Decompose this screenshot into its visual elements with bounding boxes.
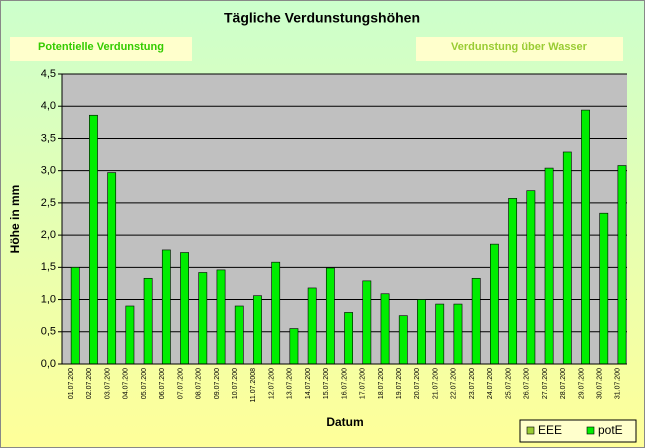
x-axis-label: Datum <box>326 415 363 429</box>
legend-swatch <box>586 426 595 435</box>
bar <box>471 277 481 365</box>
y-tick-label: 0,0 <box>41 358 56 370</box>
y-axis-label: Höhe in mm <box>8 185 22 254</box>
bar <box>70 267 80 365</box>
y-tick-label: 2,5 <box>41 197 56 209</box>
bar <box>289 328 299 365</box>
bar <box>435 303 445 365</box>
x-tick-label: 13.07.200 <box>287 368 294 399</box>
x-tick-label: 12.07.200 <box>268 368 275 399</box>
x-tick-label: 28.07.200 <box>560 368 567 399</box>
legend-label: EEE <box>538 423 562 437</box>
x-tick-label: 19.07.200 <box>396 368 403 399</box>
bar <box>216 269 226 365</box>
x-tick-label: 23.07.200 <box>469 368 476 399</box>
y-tick-label: 3,5 <box>41 132 56 144</box>
annotation: Potentielle Verdunstung <box>38 41 164 53</box>
annotation-box <box>416 37 623 61</box>
x-tick-label: 14.07.200 <box>305 368 312 399</box>
bar <box>508 198 518 365</box>
bar <box>562 151 572 365</box>
x-tick-label: 21.07.200 <box>432 368 439 399</box>
legend-label: potE <box>598 423 623 437</box>
x-tick-label: 20.07.200 <box>414 368 421 399</box>
bar <box>526 190 536 365</box>
y-tick-label: 1,0 <box>41 293 56 305</box>
x-tick-label: 02.07.200 <box>86 368 93 399</box>
y-tick-label: 3,0 <box>41 165 56 177</box>
bar <box>617 165 627 365</box>
bar <box>307 287 317 365</box>
bar <box>325 267 335 365</box>
x-tick-label: 15.07.200 <box>323 368 330 399</box>
x-tick-label: 31.07.200 <box>615 368 622 399</box>
bar <box>253 295 262 365</box>
x-tick-label: 27.07.200 <box>542 368 549 399</box>
annotation: Verdunstung über Wasser <box>451 41 588 53</box>
x-tick-label: 10.07.200 <box>232 368 239 399</box>
x-tick-label: 04.07.200 <box>123 368 130 399</box>
x-tick-label: 22.07.200 <box>451 368 458 399</box>
legend-swatch <box>526 426 535 435</box>
x-tick-label: 03.07.200 <box>104 368 111 399</box>
x-tick-label: 09.07.200 <box>214 368 221 399</box>
legend <box>519 419 637 443</box>
bar <box>180 252 189 365</box>
x-tick-label: 18.07.200 <box>378 368 385 399</box>
bar <box>398 315 408 365</box>
y-tick-label: 1,5 <box>41 261 56 273</box>
x-tick-label: 08.07.200 <box>196 368 203 399</box>
bar <box>89 114 98 365</box>
bar <box>161 249 171 365</box>
bar <box>362 280 372 365</box>
x-tick-label: 25.07.200 <box>505 368 512 399</box>
bar <box>271 261 281 365</box>
x-tick-label: 24.07.200 <box>487 368 494 399</box>
bar <box>198 272 208 365</box>
bar <box>490 243 499 365</box>
bar <box>125 305 135 365</box>
x-tick-label: 26.07.200 <box>524 368 531 399</box>
annotation-box <box>10 37 192 61</box>
bar <box>544 167 554 365</box>
bar <box>581 109 590 365</box>
x-tick-label: 16.07.200 <box>341 368 348 399</box>
y-tick-label: 4,5 <box>41 68 56 80</box>
x-tick-label: 06.07.200 <box>159 368 166 399</box>
x-tick-label: 01.07.200 <box>68 368 75 399</box>
bar <box>143 277 153 365</box>
bar <box>417 299 426 365</box>
bar <box>234 305 244 365</box>
bar <box>107 172 117 365</box>
y-tick-label: 0,5 <box>41 326 56 338</box>
bar <box>380 293 390 365</box>
x-tick-label: 30.07.200 <box>597 368 604 399</box>
bar <box>599 212 609 365</box>
bar <box>453 303 463 365</box>
y-tick-label: 4,0 <box>41 100 56 112</box>
chart-title: Tägliche Verdunstungshöhen <box>224 10 420 26</box>
x-tick-label: 05.07.200 <box>141 368 148 399</box>
bar <box>344 312 354 365</box>
x-tick-label: 17.07.200 <box>360 368 367 399</box>
x-tick-label: 11.07.2008 <box>250 368 257 403</box>
x-tick-label: 29.07.200 <box>578 368 585 399</box>
y-tick-label: 2,0 <box>41 229 56 241</box>
x-tick-label: 07.07.200 <box>177 368 184 399</box>
